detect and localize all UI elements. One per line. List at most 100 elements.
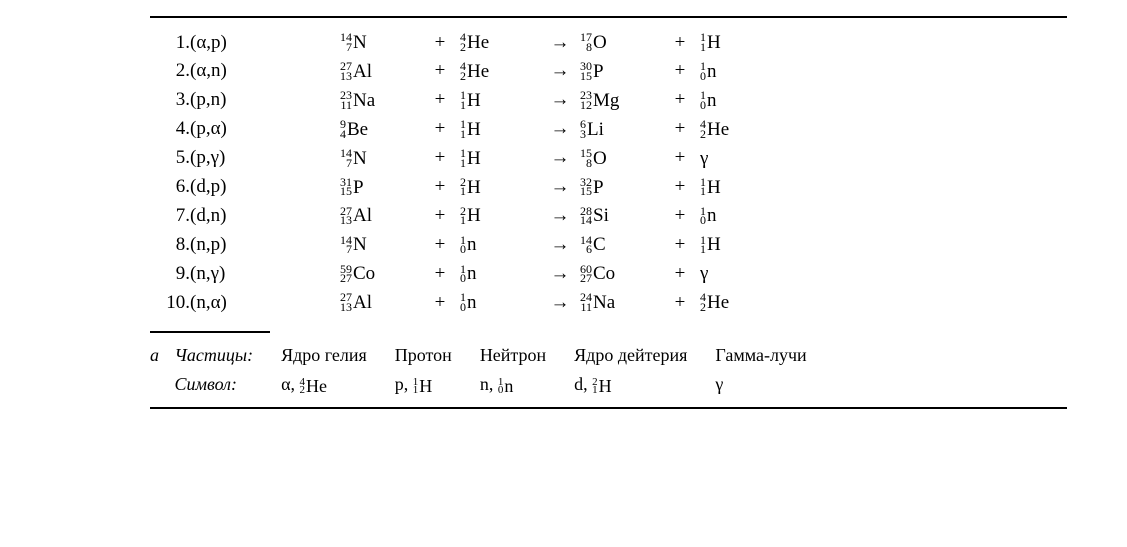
- rhs2-nuclide: 42He: [700, 290, 729, 315]
- lhs1-nuclide: 147N: [340, 233, 367, 258]
- lhs1-nuclide: 3115P: [340, 175, 364, 200]
- rhs2-nuclide: 42He: [700, 117, 729, 142]
- reaction-number: 9.: [150, 259, 190, 288]
- lhs1-nuclide: 147N: [340, 146, 367, 171]
- reaction-type: (p,n): [190, 86, 340, 115]
- reaction-number: 5.: [150, 144, 190, 173]
- reaction-type: (d,n): [190, 201, 340, 230]
- plus-op: +: [420, 57, 460, 86]
- legend-particle-name: Гамма-лучи: [715, 341, 806, 370]
- page: 1.(α,p)147N+42He→178O+11H2.(α,n)2713Al+4…: [0, 0, 1127, 439]
- reaction-type: (p,α): [190, 115, 340, 144]
- reaction-number: 6.: [150, 172, 190, 201]
- lhs1-nuclide: 147N: [340, 30, 367, 55]
- legend-symbol: γ: [715, 370, 806, 399]
- legend-row-labels: а Частицы: Символ:: [150, 341, 253, 399]
- legend-marker: а: [150, 341, 164, 370]
- lhs2-nuclide: 10n: [460, 290, 477, 315]
- lhs2-nuclide: 10n: [460, 262, 477, 287]
- reaction-number: 3.: [150, 86, 190, 115]
- reaction-row: 8.(n,p)147N+10n→146C+11H: [150, 230, 780, 259]
- rhs2-nuclide: 10n: [700, 204, 717, 229]
- rhs2-nuclide: 10n: [700, 59, 717, 84]
- lhs1-nuclide: 2713Al: [340, 290, 372, 315]
- legend-column: Нейтронn, 10n: [480, 341, 546, 401]
- rule-footnote: [150, 331, 270, 333]
- lhs2-nuclide: 42He: [460, 30, 489, 55]
- plus-op: +: [420, 288, 460, 317]
- arrow-op: →: [540, 230, 580, 259]
- plus-op: +: [660, 259, 700, 288]
- legend-particle-name: Протон: [395, 341, 452, 370]
- lhs2-nuclide: 10n: [460, 233, 477, 258]
- legend-column: Ядро дейтерияd, 21H: [574, 341, 687, 401]
- arrow-op: →: [540, 28, 580, 57]
- lhs2-nuclide: 21H: [460, 204, 481, 229]
- rule-top: [150, 16, 1067, 18]
- rhs2-nuclide: 10n: [700, 88, 717, 113]
- reaction-row: 1.(α,p)147N+42He→178O+11H: [150, 28, 780, 57]
- plus-op: +: [420, 201, 460, 230]
- legend-particle-name: Ядро дейтерия: [574, 341, 687, 370]
- reaction-row: 2.(α,n)2713Al+42He→3015P+10n: [150, 57, 780, 86]
- reaction-number: 7.: [150, 201, 190, 230]
- arrow-op: →: [540, 259, 580, 288]
- plus-op: +: [420, 144, 460, 173]
- reaction-type: (α,p): [190, 28, 340, 57]
- legend-label-symbol: Символ:: [175, 374, 237, 394]
- reaction-number: 10.: [150, 288, 190, 317]
- arrow-op: →: [540, 115, 580, 144]
- legend: а Частицы: Символ: Ядро гелияα, 42He Прот…: [150, 341, 1067, 401]
- plus-op: +: [660, 57, 700, 86]
- plus-op: +: [660, 288, 700, 317]
- lhs1-nuclide: 2311Na: [340, 88, 375, 113]
- reaction-type: (n,p): [190, 230, 340, 259]
- arrow-op: →: [540, 201, 580, 230]
- reaction-type: (n,γ): [190, 259, 340, 288]
- rhs1-nuclide: 6027Co: [580, 262, 615, 287]
- reaction-row: 5.(p,γ)147N+11H→158O+γ: [150, 144, 780, 173]
- reaction-row: 3.(p,n)2311Na+11H→2312Mg+10n: [150, 86, 780, 115]
- plus-op: +: [420, 230, 460, 259]
- plus-op: +: [660, 86, 700, 115]
- lhs1-nuclide: 2713Al: [340, 59, 372, 84]
- arrow-op: →: [540, 144, 580, 173]
- reaction-row: 10.(n,α)2713Al+10n→2411Na+42He: [150, 288, 780, 317]
- lhs2-nuclide: 11H: [460, 146, 481, 171]
- rhs1-nuclide: 146C: [580, 233, 606, 258]
- legend-nuclide: 21H: [592, 370, 612, 400]
- rhs1-nuclide: 178O: [580, 30, 607, 55]
- legend-nuclide: 11H: [413, 370, 433, 400]
- rhs1-nuclide: 3015P: [580, 59, 604, 84]
- reaction-row: 6.(d,p)3115P+21H→3215P+11H: [150, 172, 780, 201]
- arrow-op: →: [540, 172, 580, 201]
- legend-particle-name: Ядро гелия: [281, 341, 367, 370]
- legend-particle-name: Нейтрон: [480, 341, 546, 370]
- plus-op: +: [420, 172, 460, 201]
- lhs1-nuclide: 5927Co: [340, 262, 375, 287]
- rhs2-nuclide: γ: [700, 262, 708, 287]
- lhs2-nuclide: 21H: [460, 175, 481, 200]
- reaction-row: 4.(p,α)94Be+11H→63Li+42He: [150, 115, 780, 144]
- reaction-row: 9.(n,γ)5927Co+10n→6027Co+γ: [150, 259, 780, 288]
- plus-op: +: [420, 86, 460, 115]
- legend-symbol: α, 42He: [281, 370, 367, 401]
- plus-op: +: [420, 115, 460, 144]
- legend-symbol: n, 10n: [480, 370, 546, 401]
- reaction-number: 8.: [150, 230, 190, 259]
- rhs2-nuclide: 11H: [700, 30, 721, 55]
- rhs1-nuclide: 2411Na: [580, 290, 615, 315]
- rhs1-nuclide: 63Li: [580, 117, 604, 142]
- rhs2-nuclide: 11H: [700, 233, 721, 258]
- reaction-type: (p,γ): [190, 144, 340, 173]
- rhs2-nuclide: γ: [700, 146, 708, 171]
- plus-op: +: [660, 28, 700, 57]
- plus-op: +: [660, 172, 700, 201]
- reaction-number: 2.: [150, 57, 190, 86]
- reaction-row: 7.(d,n)2713Al+21H→2814Si+10n: [150, 201, 780, 230]
- lhs2-nuclide: 11H: [460, 88, 481, 113]
- legend-column: Ядро гелияα, 42He: [281, 341, 367, 401]
- reaction-type: (α,n): [190, 57, 340, 86]
- rhs1-nuclide: 3215P: [580, 175, 604, 200]
- rhs1-nuclide: 2312Mg: [580, 88, 619, 113]
